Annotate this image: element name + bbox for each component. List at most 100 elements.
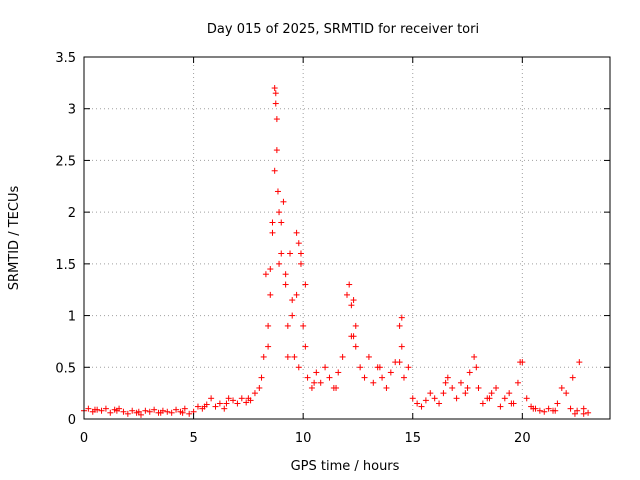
data-point <box>449 384 456 391</box>
data-point <box>462 390 469 397</box>
data-point <box>113 407 120 414</box>
data-point <box>120 408 127 415</box>
axis-ticks: 0 0.5 1 1.5 2 2.5 3 3.5 0 5 10 15 20 <box>55 51 610 446</box>
data-point <box>436 400 443 407</box>
data-point <box>216 400 223 407</box>
data-point <box>157 409 164 416</box>
data-point <box>440 390 447 397</box>
data-point <box>273 147 280 154</box>
data-point <box>370 379 377 386</box>
data-point <box>464 384 471 391</box>
data-point <box>350 297 357 304</box>
data-point <box>493 384 500 391</box>
data-point <box>295 240 302 247</box>
data-point <box>186 410 193 417</box>
data-point <box>181 405 188 412</box>
data-point <box>289 297 296 304</box>
data-point <box>251 390 258 397</box>
data-point <box>541 408 548 415</box>
x-tick-label: 5 <box>189 431 197 446</box>
data-point <box>282 271 289 278</box>
data-point <box>243 399 250 406</box>
data-point <box>302 281 309 288</box>
data-point <box>168 409 175 416</box>
y-tick-label: 2.5 <box>55 154 76 169</box>
data-point <box>317 379 324 386</box>
data-point <box>335 369 342 376</box>
data-point <box>558 384 565 391</box>
data-point <box>245 395 252 402</box>
grid <box>84 57 610 419</box>
data-point <box>523 395 530 402</box>
data-point <box>444 374 451 381</box>
data-point <box>414 400 421 407</box>
data-point <box>234 400 241 407</box>
data-point <box>352 322 359 329</box>
y-tick-label: 3 <box>68 103 76 118</box>
data-point <box>238 395 245 402</box>
data-point <box>256 384 263 391</box>
data-point <box>265 343 272 350</box>
data-point <box>405 364 412 371</box>
data-point <box>269 229 276 236</box>
data-point <box>297 250 304 257</box>
data-point <box>580 410 587 417</box>
data-point <box>146 408 153 415</box>
data-point <box>212 403 219 410</box>
data-point <box>262 271 269 278</box>
data-point <box>409 395 416 402</box>
data-point <box>387 369 394 376</box>
data-point <box>271 85 278 92</box>
data-point <box>506 390 513 397</box>
data-point <box>135 408 142 415</box>
data-point <box>348 302 355 309</box>
data-point <box>230 397 237 404</box>
data-point <box>260 353 267 360</box>
data-point <box>475 384 482 391</box>
data-point <box>567 405 574 412</box>
data-point <box>225 395 232 402</box>
data-point <box>322 364 329 371</box>
data-series <box>81 85 592 418</box>
data-point <box>379 374 386 381</box>
data-point <box>289 312 296 319</box>
data-point <box>201 403 208 410</box>
data-point <box>361 374 368 381</box>
data-point <box>223 400 230 407</box>
data-point <box>431 395 438 402</box>
data-point <box>571 410 578 417</box>
data-point <box>501 395 508 402</box>
data-point <box>400 374 407 381</box>
data-point <box>479 400 486 407</box>
data-point <box>276 260 283 267</box>
data-point <box>282 281 289 288</box>
data-point <box>326 374 333 381</box>
data-point <box>91 406 98 413</box>
data-point <box>339 353 346 360</box>
data-point <box>269 219 276 226</box>
data-point <box>554 400 561 407</box>
y-tick-label: 0 <box>68 413 76 428</box>
data-point <box>585 409 592 416</box>
data-point <box>348 333 355 340</box>
data-point <box>422 397 429 404</box>
data-point <box>357 364 364 371</box>
data-point <box>383 384 390 391</box>
data-point <box>278 250 285 257</box>
data-point <box>471 353 478 360</box>
x-tick-label: 15 <box>404 431 421 446</box>
y-tick-label: 3.5 <box>55 51 76 66</box>
data-point <box>376 364 383 371</box>
data-point <box>208 395 215 402</box>
data-point <box>346 281 353 288</box>
data-point <box>457 379 464 386</box>
data-point <box>453 395 460 402</box>
data-point <box>365 353 372 360</box>
data-point <box>574 407 581 414</box>
data-point <box>311 379 318 386</box>
data-point <box>85 405 92 412</box>
data-point <box>398 343 405 350</box>
data-point <box>545 405 552 412</box>
data-point <box>102 405 109 412</box>
